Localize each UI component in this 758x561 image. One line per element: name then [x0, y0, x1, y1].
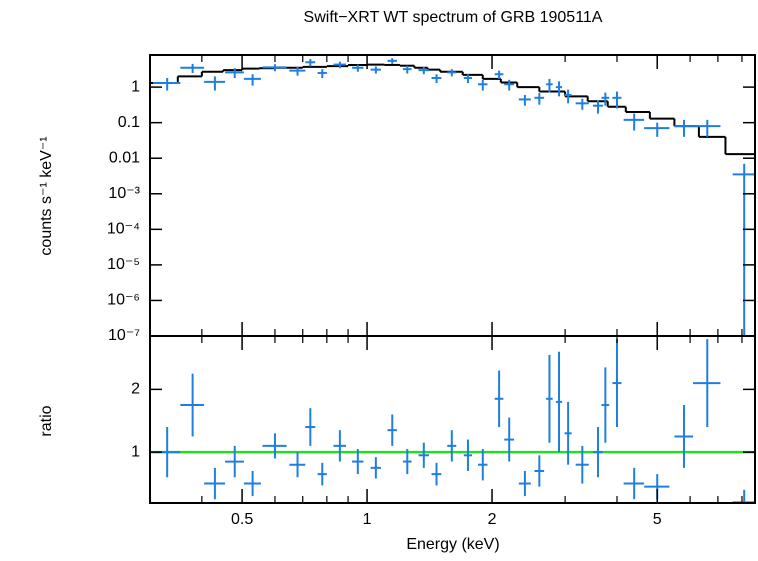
y-tick-label: 10⁻⁷ [108, 327, 140, 344]
y-axis-label: counts s⁻¹ keV⁻¹ [38, 136, 55, 255]
plot-area [150, 339, 755, 503]
y-tick-label: 0.01 [109, 149, 140, 166]
y-axis-label: ratio [38, 405, 55, 436]
y-tick-label: 1 [131, 78, 140, 95]
y-tick-label: 10⁻³ [108, 185, 140, 202]
y-tick-label: 0.1 [118, 114, 140, 131]
y-tick-label: 10⁻⁴ [107, 221, 140, 238]
plot-area [150, 58, 755, 336]
x-tick-label: 0.5 [231, 511, 253, 528]
x-axis-label: Energy (keV) [406, 536, 499, 553]
x-tick-label: 2 [488, 511, 497, 528]
y-tick-label: 1 [131, 443, 140, 460]
y-tick-label: 10⁻⁵ [107, 256, 140, 273]
x-tick-label: 5 [653, 511, 662, 528]
plot-frame [149, 54, 756, 337]
y-tick-label: 10⁻⁶ [107, 292, 140, 309]
y-tick-label: 2 [131, 381, 140, 398]
chart-title: Swift−XRT WT spectrum of GRB 190511A [304, 9, 603, 26]
x-tick-label: 1 [363, 511, 372, 528]
plot-frame [149, 335, 756, 504]
